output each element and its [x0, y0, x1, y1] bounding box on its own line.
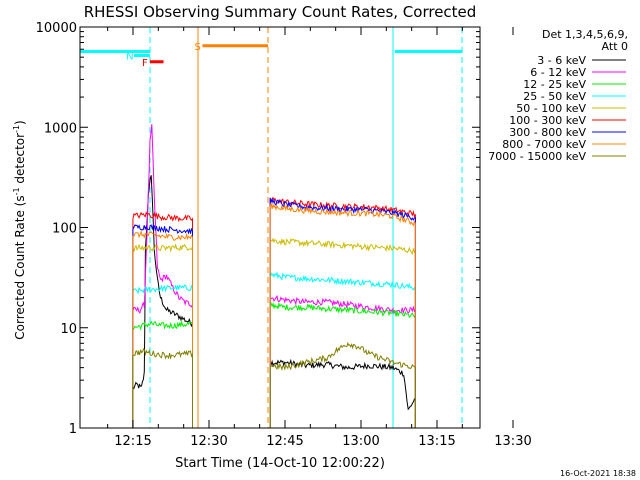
- y-axis-label-sup2: -1: [12, 125, 21, 133]
- y-axis-label: Corrected Count Rate (s-1 detector-1): [12, 120, 27, 339]
- chart-marks: FN S: [79, 27, 463, 429]
- legend-label-2: 12 - 25 keV: [523, 78, 586, 91]
- series-line-7-segment-1: [269, 202, 416, 429]
- legend-label-4: 50 - 100 keV: [516, 102, 586, 115]
- y-axis-label-main: Corrected Count Rate (s: [13, 195, 27, 339]
- series-line-8-segment-0: [132, 347, 193, 429]
- series-line-1-segment-0: [132, 124, 193, 429]
- legend-label-8: 7000 - 15000 keV: [488, 150, 586, 163]
- y-tick-label: 10: [60, 322, 77, 337]
- legend-label-6: 300 - 800 keV: [509, 126, 586, 139]
- y-tick-label: 10000: [36, 21, 77, 36]
- series-line-0-segment-0: [132, 175, 193, 429]
- x-tick-label: 13:30: [494, 434, 531, 449]
- legend-header-line-1: Det 1,3,4,5,6,9,: [542, 28, 628, 41]
- x-tick-label: 12:30: [190, 434, 227, 449]
- series-line-5-segment-0: [132, 211, 193, 429]
- y-tick-label: 1000: [44, 121, 77, 136]
- series-line-8-segment-1: [269, 341, 416, 429]
- x-axis-label: Start Time (14-Oct-10 12:00:22): [175, 456, 385, 471]
- legend-header-line-2: Att 0: [602, 40, 628, 53]
- series-line-4-segment-1: [269, 237, 416, 429]
- y-axis-label-mid: detector: [13, 133, 27, 188]
- chart-title: RHESSI Observing Summary Count Rates, Co…: [84, 3, 477, 21]
- flag-label-F: F: [142, 58, 148, 69]
- series-line-6-segment-1: [269, 197, 416, 429]
- y-tick-label: 100: [52, 222, 77, 237]
- chart-axes: 1 10 100 1000 10000 12:15 12:30 12:45 13:00 13:15…: [36, 21, 532, 449]
- series-line-2-segment-1: [269, 300, 416, 429]
- flag-label-S: S: [194, 42, 200, 53]
- y-axis-label-end: ): [13, 120, 27, 125]
- series-line-4-segment-0: [132, 243, 193, 429]
- svg-text:Corrected Count Rate (s-1 dete: Corrected Count Rate (s-1 detector-1): [12, 120, 27, 339]
- x-tick-label: 12:15: [114, 434, 151, 449]
- legend-label-7: 800 - 7000 keV: [502, 138, 586, 151]
- legend-label-0: 3 - 6 keV: [537, 54, 586, 67]
- series-line-7-segment-0: [132, 229, 193, 429]
- x-tick-label: 12:45: [266, 434, 303, 449]
- y-tick-label: 1: [69, 422, 77, 437]
- x-tick-label: 13:15: [418, 434, 455, 449]
- legend-header: Det 1,3,4,5,6,9, Att 0: [542, 28, 628, 53]
- legend-label-5: 100 - 300 keV: [509, 114, 586, 127]
- footer-timestamp: 16-Oct-2021 18:38: [560, 469, 636, 478]
- legend-label-3: 25 - 50 keV: [523, 90, 586, 103]
- legend-label-1: 6 - 12 keV: [530, 66, 586, 79]
- y-axis-label-sup1: -1: [12, 187, 21, 195]
- series-line-2-segment-0: [132, 320, 193, 429]
- series-line-3-segment-0: [132, 284, 193, 429]
- series-line-0-segment-1: [269, 358, 416, 429]
- series-line-1-segment-1: [269, 294, 416, 429]
- series-line-3-segment-1: [269, 271, 416, 429]
- x-tick-label: 13:00: [342, 434, 379, 449]
- series-line-6-segment-0: [132, 224, 193, 429]
- flag-label-N: N: [126, 51, 133, 62]
